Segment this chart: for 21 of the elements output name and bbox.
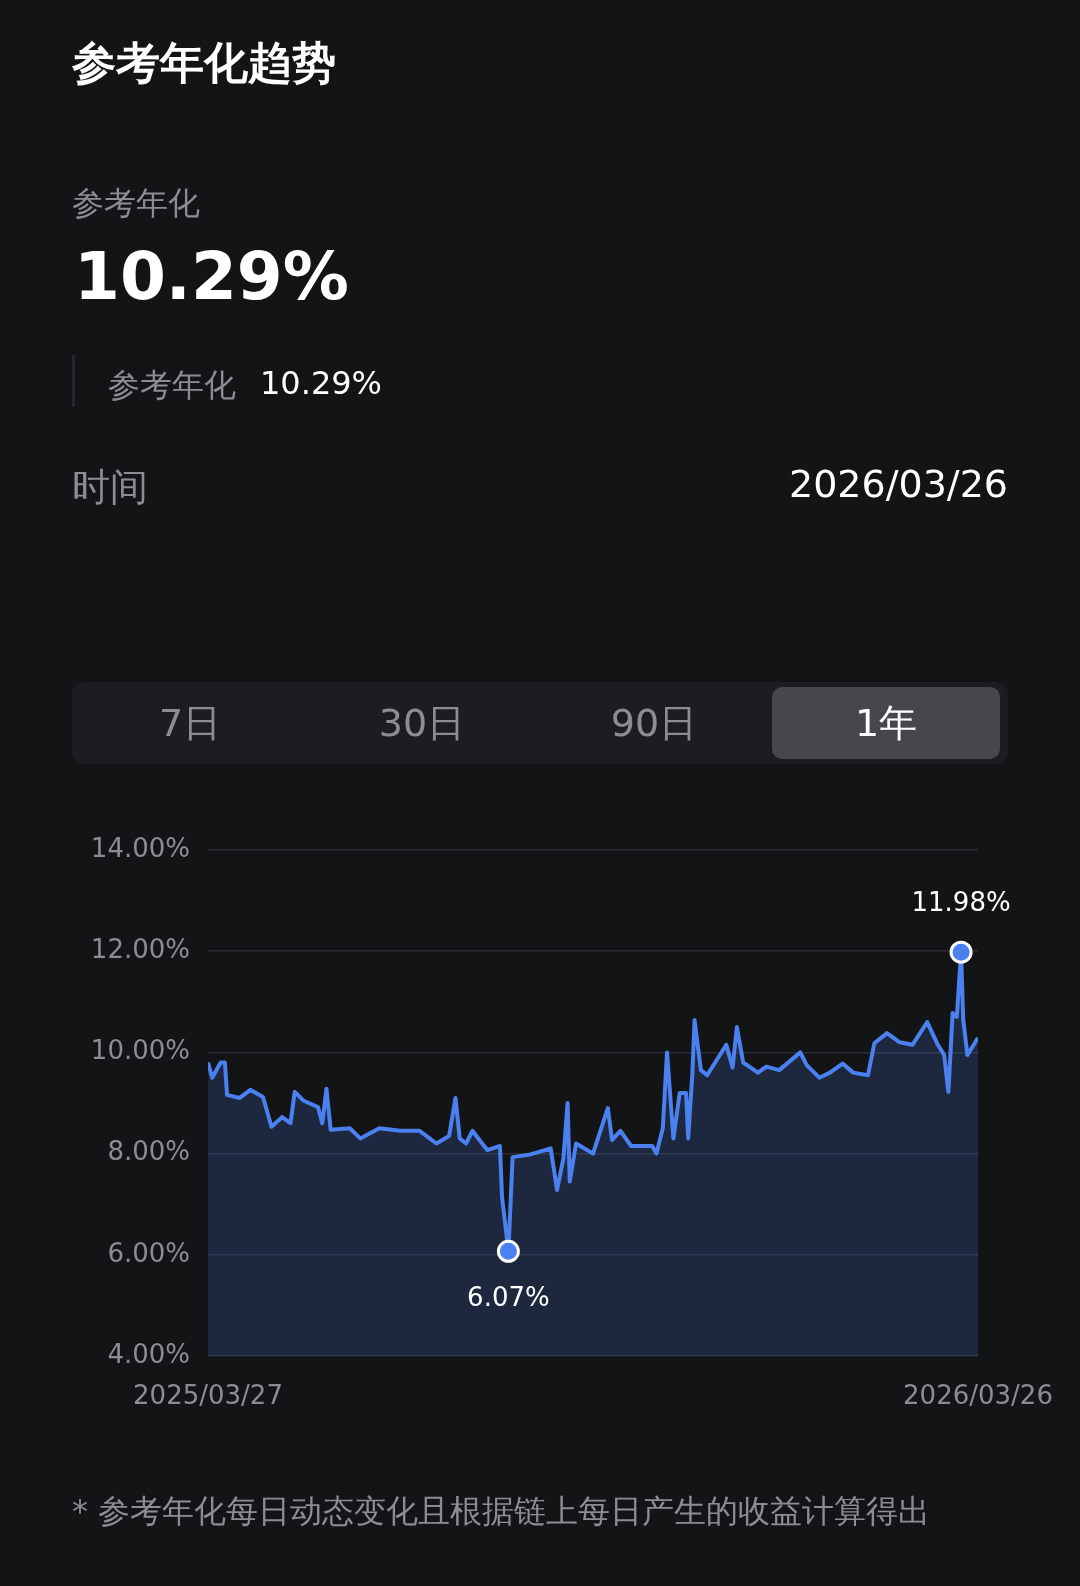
y-tick-label: 8.00% — [107, 1136, 190, 1167]
text: 时间 — [72, 464, 148, 511]
text: 1年 — [854, 699, 918, 747]
text: * 参考年化每日动态变化且根据链上每日产生的收益计算得出 — [72, 1491, 931, 1532]
text: 7日 — [158, 699, 222, 747]
text: 90日 — [610, 699, 698, 747]
text: 10.29% — [74, 238, 349, 315]
annotation: 6.07% — [467, 1282, 550, 1313]
text: 参考年化 — [108, 365, 236, 406]
y-tick-label: 14.00% — [90, 832, 190, 863]
text: 30日 — [378, 699, 466, 747]
text: 2026/03/26 — [788, 462, 1008, 506]
y-tick-label: 6.00% — [107, 1237, 190, 1268]
y-tick-label: 10.00% — [90, 1035, 190, 1066]
y-tick-label: 4.00% — [107, 1338, 190, 1369]
text: 10.29% — [260, 364, 383, 402]
x-tick-label: 2025/03/27 — [133, 1380, 283, 1411]
annotation: 11.98% — [911, 886, 1011, 917]
chart-title: 参考年化趋势 — [72, 36, 336, 90]
y-tick-label: 12.00% — [90, 933, 190, 964]
text: 参考年化 — [72, 183, 200, 224]
